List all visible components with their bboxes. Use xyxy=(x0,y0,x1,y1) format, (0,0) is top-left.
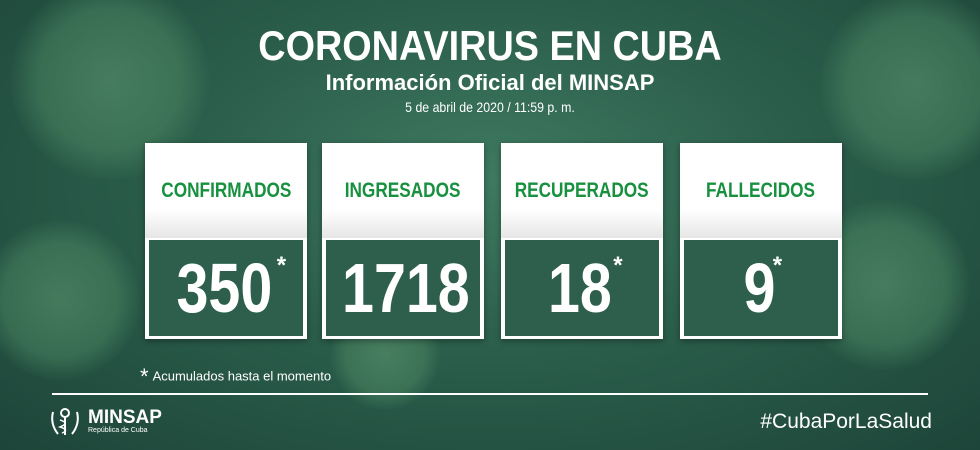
stat-card-recuperados: RECUPERADOS 18 * xyxy=(501,143,663,339)
stat-label: CONFIRMADOS xyxy=(160,178,292,202)
virus-decoration xyxy=(820,0,980,180)
stat-card-ingresados: INGRESADOS 1718 xyxy=(322,143,484,339)
stat-value: 9 xyxy=(743,249,776,327)
virus-decoration xyxy=(0,220,140,380)
logo-name: MINSAP xyxy=(88,406,162,428)
footnote-text: Acumulados hasta el momento xyxy=(152,368,332,384)
asterisk: * xyxy=(276,252,287,279)
logo-subtitle: República de Cuba xyxy=(88,426,148,434)
date: 5 de abril de 2020 / 11:59 p. m. xyxy=(405,99,575,115)
stat-label: RECUPERADOS xyxy=(515,178,649,202)
hashtag: #CubaPorLaSalud xyxy=(760,410,932,433)
asterisk: * xyxy=(772,252,783,279)
subtitle: Información Oficial del MINSAP xyxy=(325,70,655,95)
asterisk: * xyxy=(613,252,623,279)
footnote: * Acumulados hasta el momento xyxy=(140,364,331,390)
stat-card-confirmados: CONFIRMADOS 350 * xyxy=(145,143,307,339)
stat-label: FALLECIDOS xyxy=(706,178,816,202)
minsap-logo: MINSAP República de Cuba xyxy=(48,404,162,438)
asterisk: * xyxy=(140,364,149,389)
stat-value: 18 xyxy=(548,249,613,327)
divider xyxy=(52,393,928,395)
stat-label: INGRESADOS xyxy=(345,178,461,202)
page-title: CORONAVIRUS EN CUBA xyxy=(258,22,722,69)
stat-value: 1718 xyxy=(342,249,470,327)
stat-value: 350 xyxy=(176,249,273,327)
caduceus-emblem-icon xyxy=(51,408,79,435)
stat-card-fallecidos: FALLECIDOS 9 * xyxy=(680,143,842,339)
